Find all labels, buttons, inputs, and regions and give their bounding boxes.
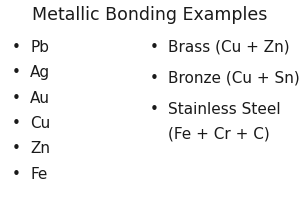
Text: •: • (150, 40, 159, 55)
Text: Stainless Steel: Stainless Steel (168, 102, 280, 117)
Text: Ag: Ag (30, 65, 50, 80)
Text: •: • (12, 65, 21, 80)
Text: Zn: Zn (30, 141, 50, 156)
Text: •: • (150, 102, 159, 117)
Text: Au: Au (30, 91, 50, 106)
Text: Brass (Cu + Zn): Brass (Cu + Zn) (168, 40, 290, 55)
Text: Metallic Bonding Examples: Metallic Bonding Examples (32, 6, 268, 25)
Text: Bronze (Cu + Sn): Bronze (Cu + Sn) (168, 71, 300, 86)
Text: (Fe + Cr + C): (Fe + Cr + C) (168, 127, 270, 142)
Text: Cu: Cu (30, 116, 50, 131)
Text: •: • (12, 40, 21, 55)
Text: •: • (12, 116, 21, 131)
Text: •: • (150, 71, 159, 86)
Text: Fe: Fe (30, 167, 47, 182)
Text: Pb: Pb (30, 40, 49, 55)
Text: •: • (12, 167, 21, 182)
Text: •: • (12, 91, 21, 106)
Text: •: • (12, 141, 21, 156)
